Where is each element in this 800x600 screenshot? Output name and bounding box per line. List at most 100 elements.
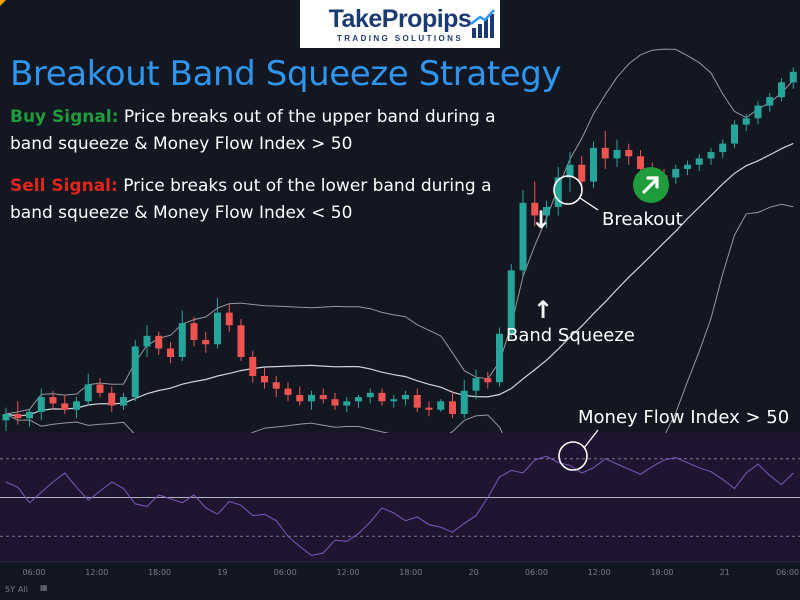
timeframe-marker <box>0 0 6 6</box>
candle-body <box>460 390 468 414</box>
time-tick-label: 06:00 <box>525 568 548 577</box>
time-tick-label: 06:00 <box>274 568 297 577</box>
time-tick-label: 12:00 <box>588 568 611 577</box>
time-axis: 06:00 12:00 18:00 19 06:00 12:00 18:00 20 06:00 1… <box>22 568 799 577</box>
arrow-up-icon: ↑ <box>533 296 554 324</box>
candle-body <box>131 346 139 398</box>
candle-body <box>284 388 292 395</box>
candle-body <box>96 384 104 393</box>
time-tick-label: 18:00 <box>399 568 422 577</box>
timeframe-5y[interactable]: 5Y <box>5 585 15 594</box>
mfi-pane <box>0 455 800 557</box>
time-tick-label: 19 <box>217 568 227 577</box>
candle-body <box>566 164 574 178</box>
buy-signal-text: Buy Signal: Price breaks out of the uppe… <box>10 104 530 158</box>
candle-body <box>766 97 774 106</box>
candle-body <box>61 403 69 410</box>
candle-body <box>707 152 715 159</box>
candle-body <box>190 323 198 341</box>
candle-body <box>578 164 586 182</box>
time-tick-label: 06:00 <box>22 568 45 577</box>
candle-body <box>425 407 433 410</box>
candle-body <box>402 394 409 400</box>
arrow-down-icon: ↓ <box>531 206 552 234</box>
buy-signal-description: Price breaks out of the upper band durin… <box>10 107 496 154</box>
breakout-circle <box>553 175 583 205</box>
candle-body <box>531 202 539 216</box>
candle-body <box>789 71 797 83</box>
candle-body <box>507 270 515 334</box>
sell-signal-label: Sell Signal: <box>10 176 118 196</box>
time-tick-label: 20 <box>469 568 479 577</box>
candle-body <box>625 149 633 157</box>
time-tick-label: 18:00 <box>650 568 673 577</box>
middle-band-line <box>5 142 794 417</box>
candle-body <box>319 394 327 400</box>
candle-body <box>390 399 398 402</box>
candle-body <box>249 356 257 376</box>
sell-signal-description: Price breaks out of the lower band durin… <box>10 176 492 223</box>
candle-body <box>731 124 738 144</box>
candle-body <box>637 156 644 169</box>
candle-body <box>672 168 680 178</box>
candle-body <box>754 105 762 119</box>
mfi-label: Money Flow Index > 50 <box>578 407 790 428</box>
candle-body <box>108 392 116 406</box>
candle-body <box>742 118 750 125</box>
candle-body <box>14 413 22 419</box>
band-squeeze-label: Band Squeeze <box>506 325 635 346</box>
candle-body <box>613 149 621 159</box>
candle-body <box>472 378 480 391</box>
logo-bars-icon <box>470 9 495 38</box>
candle-body <box>26 411 33 419</box>
candle-body <box>37 397 45 412</box>
candle-body <box>437 401 445 410</box>
candle-body <box>554 177 562 207</box>
logo-tagline: TRADING SOLUTIONS <box>336 33 464 43</box>
candle-body <box>2 413 10 421</box>
candle-body <box>778 82 785 98</box>
candle-body <box>519 202 527 271</box>
logo: TakePropips TRADING SOLUTIONS <box>300 0 500 48</box>
candle-body <box>601 147 609 159</box>
time-tick-label: 18:00 <box>148 568 171 577</box>
candle-body <box>120 397 127 406</box>
candle-body <box>143 335 151 347</box>
mfi-pointer <box>583 429 599 449</box>
breakout-label: Breakout <box>602 209 683 230</box>
arrow-up-right-icon <box>642 176 659 194</box>
candle-body <box>73 401 80 410</box>
calendar-icon[interactable]: ▦ <box>40 583 48 592</box>
candle-body <box>237 325 245 357</box>
time-tick-label: 06:00 <box>776 568 799 577</box>
time-tick-label: 21 <box>720 568 730 577</box>
candle-body <box>261 375 268 383</box>
candle-body <box>496 333 503 383</box>
candle-body <box>695 158 703 165</box>
candle-body <box>413 394 421 408</box>
sell-signal-text: Sell Signal: Price breaks out of the low… <box>10 173 530 227</box>
candle-body <box>155 335 163 349</box>
candle-body <box>49 397 57 404</box>
candle-body <box>366 392 374 398</box>
candle-body <box>719 143 727 153</box>
candle-body <box>484 378 492 383</box>
logo-brand: TakePropips <box>328 4 472 33</box>
candle-body <box>272 382 280 389</box>
candle-body <box>331 399 339 406</box>
candle-body <box>343 401 351 406</box>
page-title: Breakout Band Squeeze Strategy <box>10 54 562 94</box>
candle-body <box>449 401 456 414</box>
candle-body <box>296 394 304 402</box>
candle-body <box>225 312 233 326</box>
mfi-circle <box>558 441 588 471</box>
candle-body <box>543 206 550 216</box>
candle-body <box>355 397 362 402</box>
buy-signal-label: Buy Signal: <box>10 107 119 127</box>
timeframe-all[interactable]: All <box>18 585 28 594</box>
candle-body <box>308 394 315 402</box>
candle-body <box>178 323 186 357</box>
candle-body <box>202 340 210 345</box>
candle-body <box>684 164 691 169</box>
